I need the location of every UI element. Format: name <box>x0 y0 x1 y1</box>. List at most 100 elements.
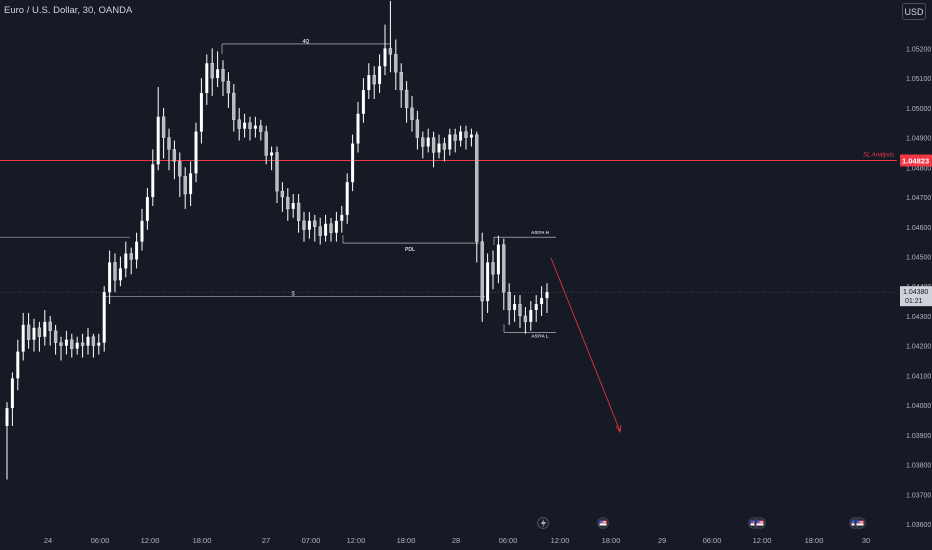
candle-body <box>189 173 193 195</box>
price-tick-label: 1.04900 <box>906 136 931 143</box>
candle-body <box>129 253 133 260</box>
candle-body <box>16 351 20 379</box>
candle <box>243 113 247 138</box>
candle <box>431 131 436 168</box>
candle-body <box>534 304 538 310</box>
level-4q-label: 4Q <box>303 39 310 45</box>
candle-body <box>356 113 360 144</box>
candle-body <box>523 315 528 323</box>
price-tick-label: 1.03700 <box>906 492 931 499</box>
candle-body <box>108 262 112 293</box>
candle <box>345 173 349 224</box>
current-price-label: 1.04380 <box>903 289 928 296</box>
time-tick-label: 24 <box>44 536 52 545</box>
flag-stripe <box>750 520 758 522</box>
candle-body <box>64 339 68 346</box>
price-axis[interactable]: 1.05200 1.05100 1.05000 1.04900 1.04800 1.047… <box>900 46 932 529</box>
candle <box>259 119 263 141</box>
candle-body <box>70 339 74 349</box>
flag-stripe <box>756 520 764 522</box>
price-tick-label: 1.04200 <box>906 344 931 351</box>
price-tick-label: 1.03800 <box>906 463 931 470</box>
overlays-layer <box>550 257 622 434</box>
candle-body <box>421 137 425 147</box>
candle-body <box>367 75 371 91</box>
candle-body <box>161 116 166 138</box>
price-tick-label: 1.04500 <box>906 254 931 261</box>
time-tick-label: 12:00 <box>753 536 772 545</box>
candle-body <box>53 330 58 343</box>
candles-layer <box>5 0 549 480</box>
candle <box>53 324 58 355</box>
candle <box>404 81 409 123</box>
candle-body <box>437 143 441 153</box>
time-tick-label: 30 <box>862 536 870 545</box>
candle <box>453 128 457 153</box>
candle <box>5 402 9 480</box>
candle <box>113 253 117 293</box>
candle-body <box>431 137 436 153</box>
candle-body <box>329 223 333 233</box>
candle <box>161 107 166 159</box>
candle <box>340 205 344 233</box>
flag-canton <box>750 520 754 523</box>
candle <box>221 60 225 96</box>
time-tick-label: 12:00 <box>141 536 160 545</box>
candle-body <box>264 131 268 156</box>
projection-arrowhead <box>615 424 622 434</box>
price-tick-label: 1.03600 <box>906 522 931 529</box>
time-axis[interactable]: 24 06:00 12:00 18:00 27 07:00 12:00 18:00 28 06:0… <box>44 517 870 546</box>
sl-price-box <box>900 154 932 167</box>
price-tick-label: 1.05100 <box>906 76 931 83</box>
candle <box>491 250 495 290</box>
candle <box>129 247 133 275</box>
candle <box>75 336 79 355</box>
candle <box>178 152 182 198</box>
candle-body <box>253 125 257 129</box>
candle-body <box>124 253 128 269</box>
candle <box>135 232 139 269</box>
candle <box>86 327 90 355</box>
candle-body <box>345 182 349 215</box>
candle-body <box>529 309 533 322</box>
candle-body <box>426 137 430 147</box>
candle-body <box>459 131 463 141</box>
candle <box>523 307 528 334</box>
candle-body <box>307 220 311 230</box>
time-tick-label: 27 <box>262 536 270 545</box>
candle-body <box>502 244 506 293</box>
candle <box>437 134 441 159</box>
lightning-event-icon <box>537 517 549 529</box>
flag-stripe <box>856 520 864 522</box>
candle-body <box>232 92 236 120</box>
candle <box>102 286 106 352</box>
candle <box>415 110 420 150</box>
candle <box>324 214 328 242</box>
candle-body <box>194 131 198 174</box>
candle <box>367 63 371 99</box>
currency-button[interactable]: USD <box>902 3 926 20</box>
candle <box>124 241 128 278</box>
candle-body <box>480 241 484 302</box>
candle-body <box>167 137 171 150</box>
flag-stripe <box>856 522 864 524</box>
sl-level-label: SL Analysis <box>863 152 894 158</box>
flag-canton <box>851 520 855 523</box>
candle-body <box>178 161 182 177</box>
time-tick-label: 18:00 <box>193 536 212 545</box>
candle <box>108 250 112 305</box>
candle <box>26 312 31 349</box>
flag-canton <box>599 520 603 523</box>
candle <box>199 78 203 144</box>
candle-body <box>140 220 144 242</box>
candle-body <box>216 69 220 79</box>
candle-body <box>21 324 25 352</box>
candle-body <box>540 298 544 305</box>
candle <box>334 211 338 242</box>
candle-body <box>404 89 409 109</box>
candle <box>378 54 382 93</box>
time-tick-label: 12:00 <box>347 536 366 545</box>
candle-body <box>486 262 490 302</box>
candle-body <box>80 342 85 346</box>
